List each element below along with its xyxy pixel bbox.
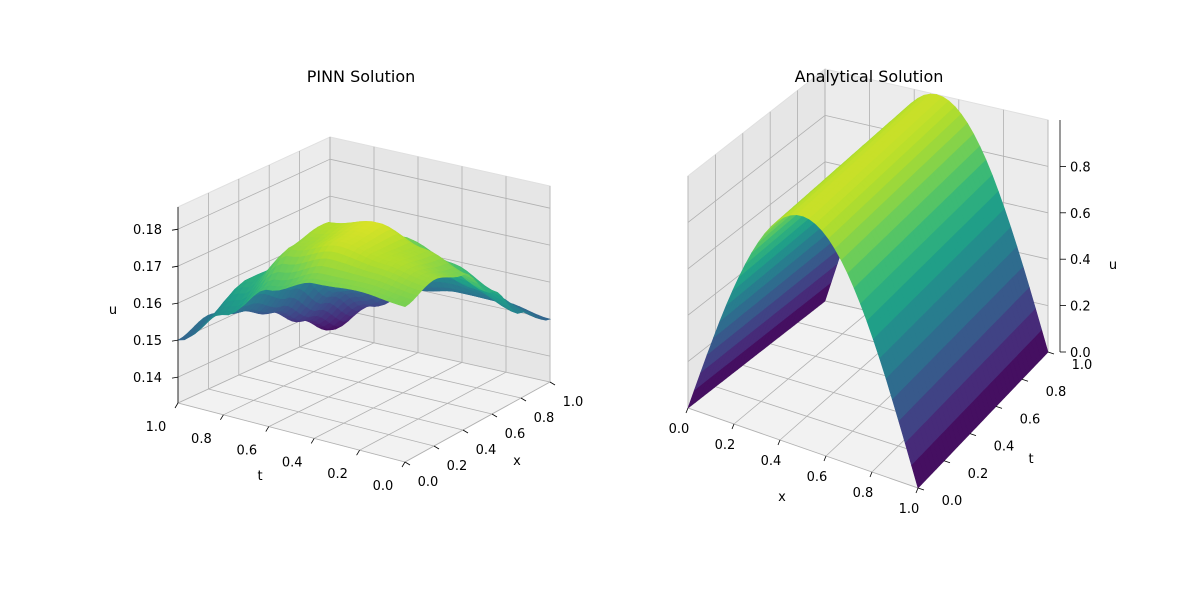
pinn-t-tick-mark: [220, 415, 223, 420]
pinn-x-tick-mark: [550, 382, 555, 385]
analytical-u-tick-label: 0.2: [1070, 300, 1091, 315]
analytical-t-tick-label: 0.8: [1046, 385, 1067, 400]
pinn-x-tick-label: 1.0: [563, 395, 584, 410]
pinn-t-tick-label: 0.0: [373, 479, 394, 494]
analytical-x-tick-mark: [778, 440, 780, 445]
analytical-t-tick-mark: [944, 461, 950, 463]
pinn-u-tick-mark: [172, 266, 178, 267]
analytical-x-tick-mark: [870, 472, 872, 477]
analytical-t-tick-label: 0.2: [968, 467, 989, 482]
analytical-x-tick-label: 0.0: [669, 422, 690, 437]
analytical-t-tick-label: 0.4: [994, 440, 1015, 455]
analytical-t-tick-mark: [1048, 352, 1054, 354]
analytical-u-tick-label: 0.8: [1070, 160, 1091, 175]
pinn-t-tick-mark: [357, 450, 360, 455]
pinn-solution-panel: 0.0 0.2 0.4 0.6 0.8 1.0 0.0 0.2 0.4 0.6 0.8 1.0 0.14…: [109, 67, 583, 494]
analytical-u-tick-label: 0.0: [1070, 346, 1091, 361]
analytical-x-tick-mark: [732, 424, 734, 429]
analytical-u-tick-label: 0.6: [1070, 207, 1091, 222]
pinn-t-tick-label: 0.6: [236, 444, 257, 459]
pinn-x-tick-label: 0.8: [534, 411, 555, 426]
pinn-x-tick-mark: [463, 430, 468, 433]
pinn-u-tick-mark: [172, 377, 178, 378]
pinn-x-tick-label: 0.4: [476, 443, 497, 458]
analytical-x-tick-label: 0.8: [853, 486, 874, 501]
analytical-title: Analytical Solution: [795, 67, 944, 86]
pinn-t-axis-label: t: [257, 469, 262, 484]
analytical-t-tick-mark: [918, 488, 924, 490]
pinn-x-tick-mark: [434, 446, 439, 449]
pinn-t-tick-mark: [266, 427, 269, 432]
analytical-t-tick-label: 0.6: [1020, 412, 1041, 427]
pinn-u-tick-mark: [172, 229, 178, 230]
analytical-x-tick-mark: [916, 488, 918, 493]
pinn-t-tick-label: 1.0: [146, 420, 167, 435]
pinn-u-tick-mark: [172, 303, 178, 304]
pinn-t-tick-label: 0.4: [282, 455, 303, 470]
analytical-u-axis-label: u: [1109, 258, 1117, 273]
pinn-t-tick-label: 0.8: [191, 432, 212, 447]
pinn-x-tick-label: 0.0: [418, 475, 439, 490]
analytical-x-tick-label: 0.6: [807, 470, 828, 485]
pinn-x-tick-mark: [405, 462, 410, 465]
analytical-x-tick-label: 0.2: [715, 438, 736, 453]
analytical-x-tick-mark: [686, 408, 688, 413]
pinn-u-tick-label: 0.17: [133, 260, 162, 275]
analytical-t-tick-label: 0.0: [942, 494, 963, 509]
pinn-u-tick-label: 0.16: [133, 297, 162, 312]
pinn-u-tick-label: 0.18: [133, 223, 162, 238]
analytical-solution-panel: 0.00.20.40.60.81.00.00.20.40.60.81.00.00…: [669, 67, 1117, 517]
pinn-x-axis-label: x: [513, 454, 521, 469]
analytical-t-tick-mark: [970, 434, 976, 436]
analytical-x-axis-label: x: [778, 490, 786, 505]
pinn-u-tick-label: 0.15: [133, 334, 162, 349]
analytical-x-tick-mark: [824, 456, 826, 461]
pinn-x-tick-mark: [521, 398, 526, 401]
pinn-t-tick-label: 0.2: [327, 467, 348, 482]
pinn-t-tick-mark: [175, 403, 178, 408]
analytical-x-tick-label: 1.0: [899, 502, 920, 517]
pinn-x-tick-mark: [492, 414, 497, 417]
pinn-t-tick-mark: [402, 462, 405, 467]
analytical-t-tick-mark: [1022, 379, 1028, 381]
pinn-u-tick-mark: [172, 340, 178, 341]
pinn-x-tick-label: 0.2: [447, 459, 468, 474]
analytical-x-tick-label: 0.4: [761, 454, 782, 469]
pinn-t-tick-mark: [311, 438, 314, 443]
analytical-u-tick-label: 0.4: [1070, 253, 1091, 268]
analytical-t-axis-label: t: [1028, 452, 1033, 467]
pinn-u-tick-label: 0.14: [133, 371, 162, 386]
pinn-u-axis-label: u: [109, 303, 117, 318]
pinn-x-tick-label: 0.6: [505, 427, 526, 442]
pinn-title: PINN Solution: [307, 67, 416, 86]
analytical-t-tick-mark: [996, 406, 1002, 408]
